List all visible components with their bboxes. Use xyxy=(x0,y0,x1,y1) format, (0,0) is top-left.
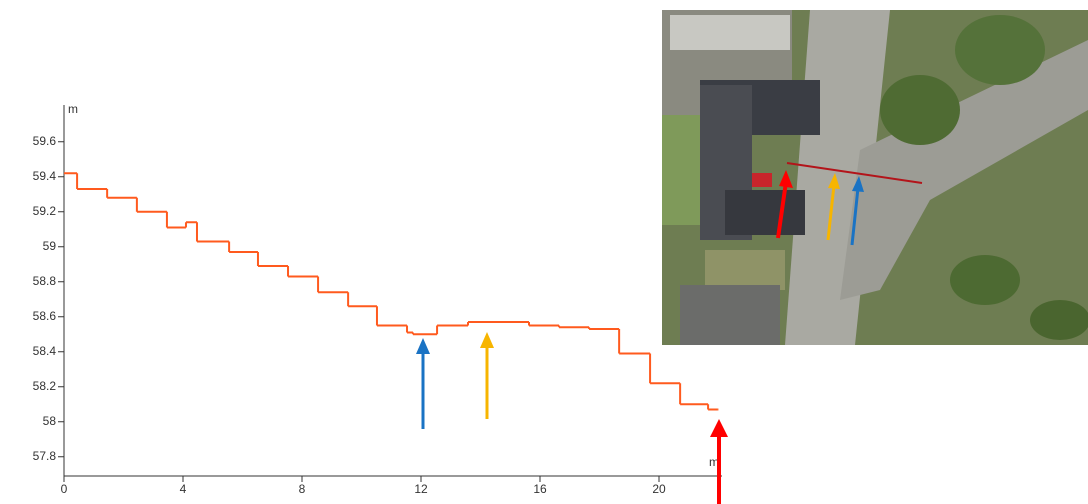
aerial-image xyxy=(662,10,1088,345)
plot: 57.8 58 58.2 58.4 58.6 58.8 59 59.2 59.4 59.6 0 4 8 1… xyxy=(33,134,719,496)
y-tick-label: 58.4 xyxy=(33,344,57,358)
y-tick-label: 58.8 xyxy=(33,274,57,288)
y-tick-label: 59.6 xyxy=(33,134,57,148)
y-tick-label: 58.6 xyxy=(33,309,57,323)
y-axis-label: m xyxy=(68,102,78,116)
y-tick-label: 59 xyxy=(43,239,57,253)
y-tick-label: 58 xyxy=(43,414,57,428)
chart: m m 57.85858.258.458.658.85959.259.459.6… xyxy=(0,0,1088,504)
x-tick-label: 16 xyxy=(533,482,547,496)
y-tick-label: 59.4 xyxy=(33,169,57,183)
x-tick-label: 8 xyxy=(299,482,306,496)
y-tick-label: 57.8 xyxy=(33,449,57,463)
y-tick-label: 59.2 xyxy=(33,204,57,218)
x-tick-label: 20 xyxy=(652,482,666,496)
arrows xyxy=(416,332,728,504)
x-tick-label: 0 xyxy=(61,482,68,496)
page: {"chart_data": {"type": "line", "step": … xyxy=(0,0,1088,504)
x-tick-label: 4 xyxy=(180,482,187,496)
x-tick-label: 12 xyxy=(414,482,428,496)
y-tick-label: 58.2 xyxy=(33,379,57,393)
